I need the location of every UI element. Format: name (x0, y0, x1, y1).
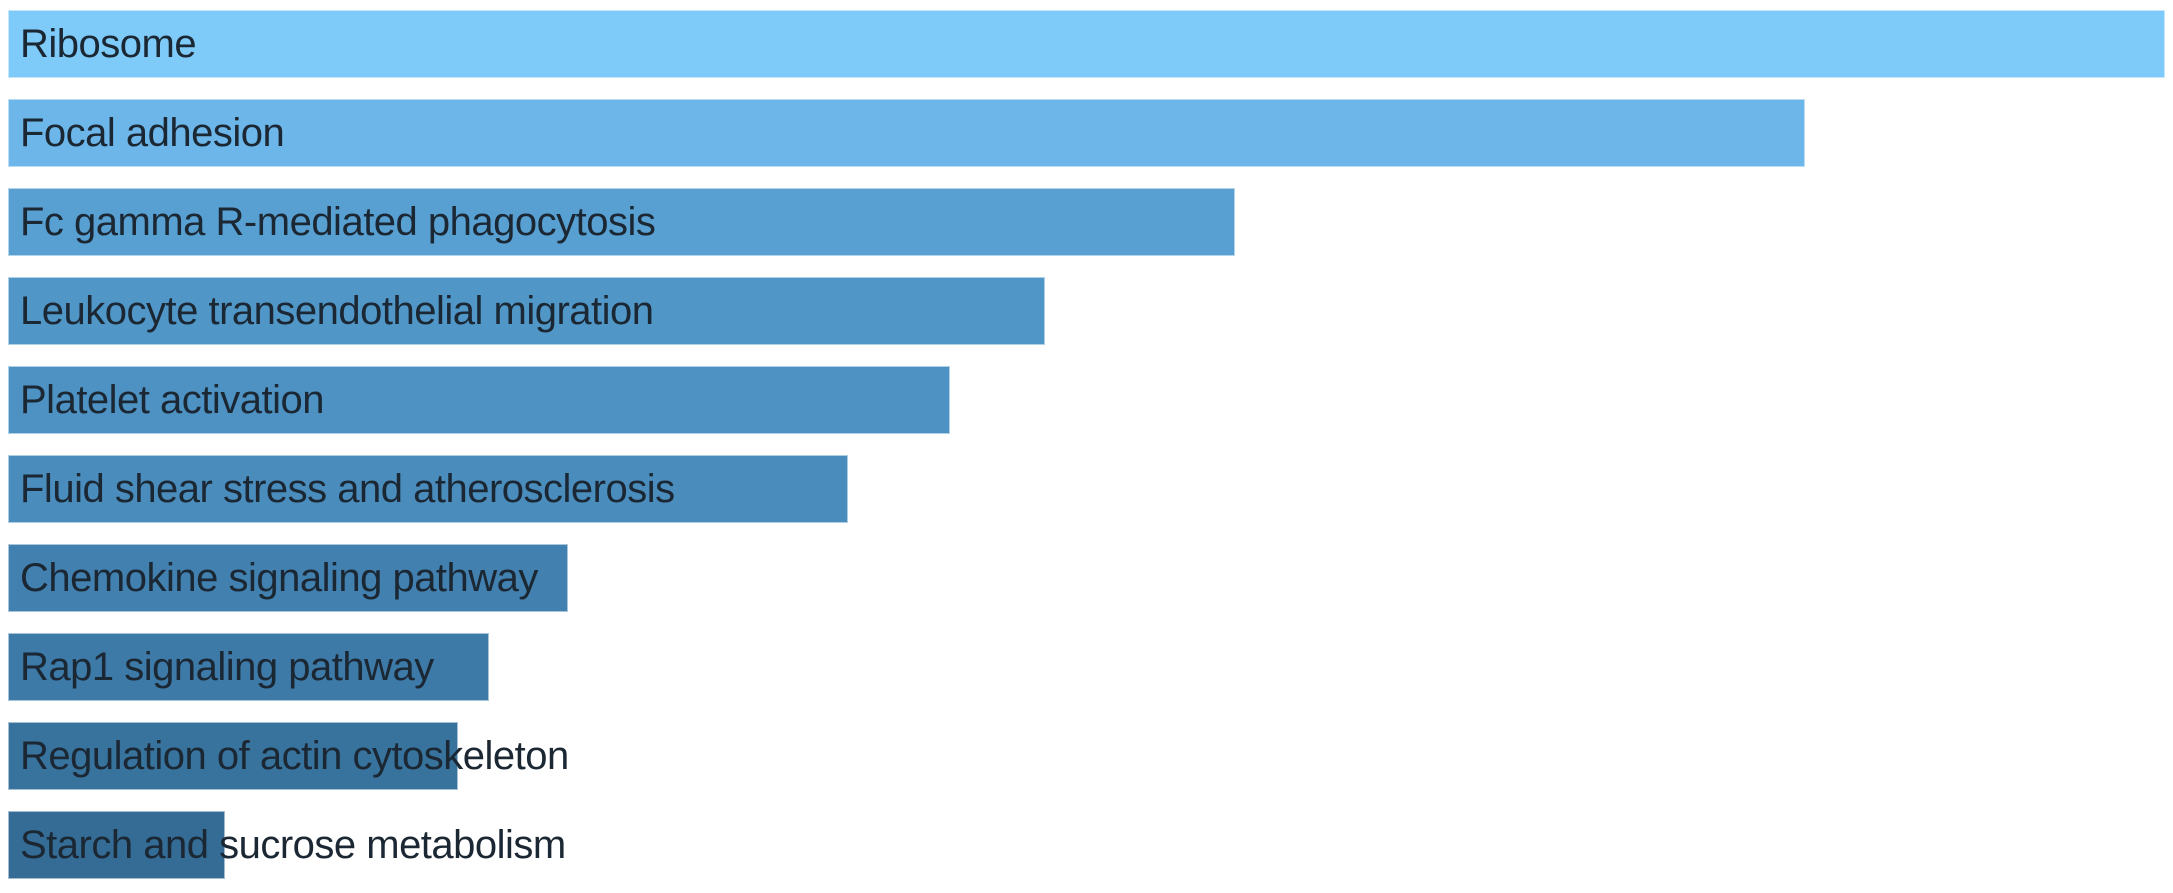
bar-rect (8, 277, 1045, 345)
bar-rect (8, 811, 225, 879)
bar-row: Platelet activation (8, 366, 2173, 434)
bar-label: Starch and sucrose metabolism (20, 823, 566, 867)
bar-label: Fluid shear stress and atherosclerosis (20, 467, 675, 511)
bar-row: Fc gamma R-mediated phagocytosis (8, 188, 2173, 256)
bar-label: Fc gamma R-mediated phagocytosis (20, 200, 656, 244)
bar-label: Rap1 signaling pathway (20, 645, 434, 689)
bar-rect (8, 722, 458, 790)
bar-label: Platelet activation (20, 378, 325, 422)
bar-rect (8, 10, 2165, 78)
bar-row: Leukocyte transendothelial migration (8, 277, 2173, 345)
bar-rect (8, 366, 950, 434)
bar-row: Rap1 signaling pathway (8, 633, 2173, 701)
bar-rect (8, 455, 848, 523)
bar-rect (8, 633, 489, 701)
bar-row: Chemokine signaling pathway (8, 544, 2173, 612)
bar-chart-plot-area: Ribosome Focal adhesion Fc gamma R-mediate… (8, 10, 2173, 879)
bar-rect (8, 188, 1235, 256)
bar-rect (8, 99, 1805, 167)
bar-label: Focal adhesion (20, 111, 285, 155)
bar-row: Focal adhesion (8, 99, 2173, 167)
bar-label: Leukocyte transendothelial migration (20, 289, 654, 333)
bar-row: Regulation of actin cytoskeleton (8, 722, 2173, 790)
bar-rect (8, 544, 568, 612)
bar-row: Fluid shear stress and atherosclerosis (8, 455, 2173, 523)
bar-label: Regulation of actin cytoskeleton (20, 734, 569, 778)
bar-label: Ribosome (20, 22, 197, 66)
bar-row: Starch and sucrose metabolism (8, 811, 2173, 879)
bar-label: Chemokine signaling pathway (20, 556, 538, 600)
bar-row: Ribosome (8, 10, 2173, 78)
